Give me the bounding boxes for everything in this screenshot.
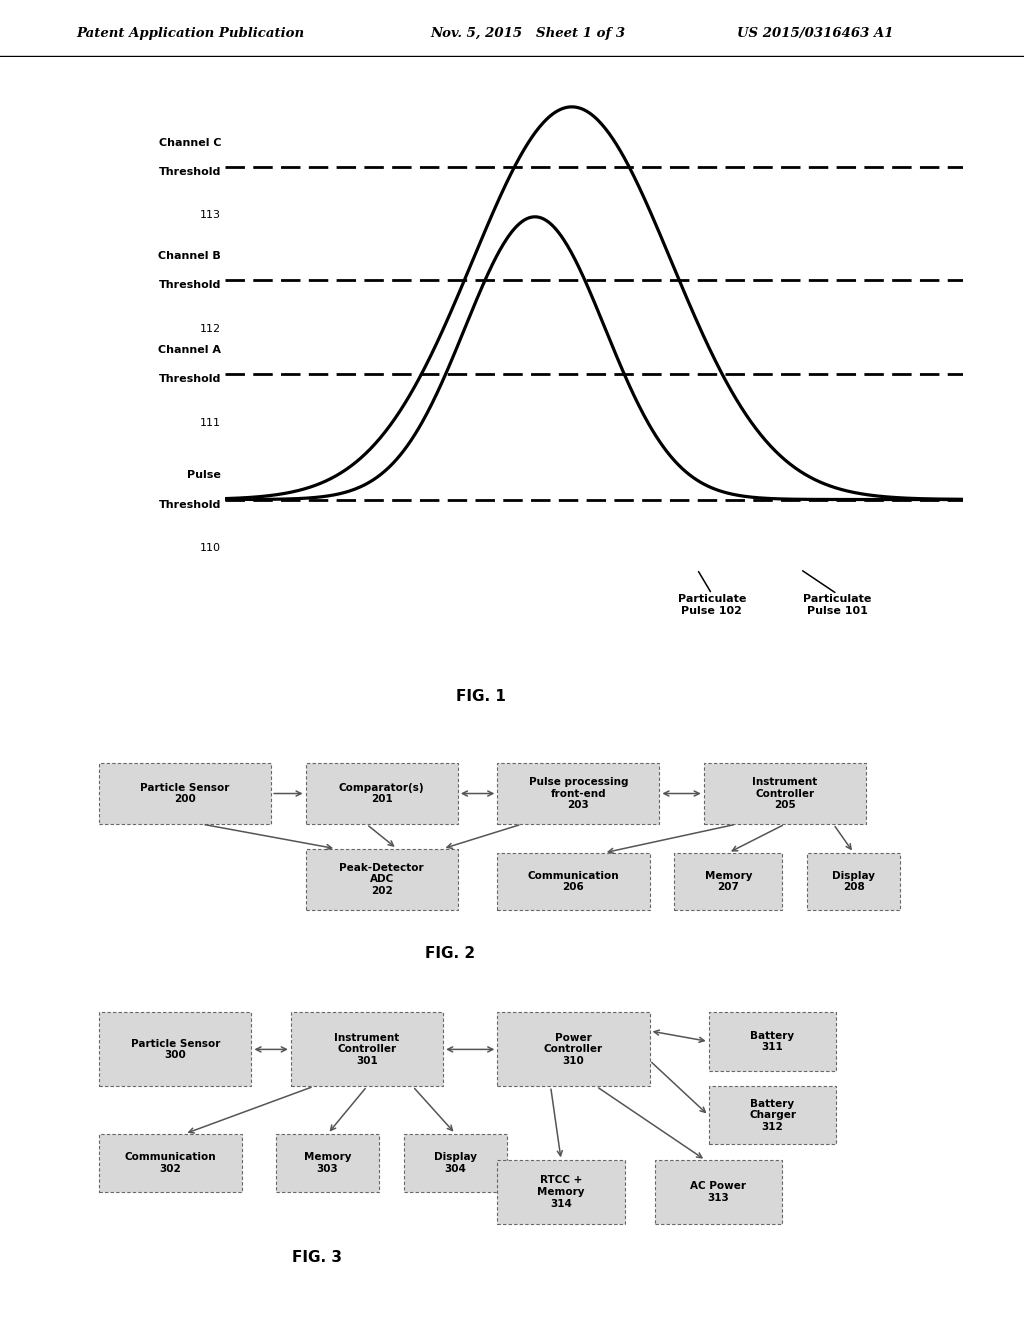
Text: Nov. 5, 2015   Sheet 1 of 3: Nov. 5, 2015 Sheet 1 of 3 — [430, 28, 626, 40]
FancyBboxPatch shape — [498, 763, 659, 824]
Text: US 2015/0316463 A1: US 2015/0316463 A1 — [737, 28, 894, 40]
FancyBboxPatch shape — [703, 763, 866, 824]
FancyBboxPatch shape — [674, 853, 782, 911]
FancyBboxPatch shape — [305, 763, 458, 824]
FancyBboxPatch shape — [498, 853, 649, 911]
Text: Display
208: Display 208 — [833, 871, 876, 892]
Text: 112: 112 — [200, 323, 221, 334]
FancyBboxPatch shape — [807, 853, 900, 911]
FancyBboxPatch shape — [99, 763, 271, 824]
Text: Particle Sensor
200: Particle Sensor 200 — [140, 783, 229, 804]
Text: FIG. 2: FIG. 2 — [426, 946, 475, 961]
Text: Peak-Detector
ADC
202: Peak-Detector ADC 202 — [339, 863, 424, 896]
FancyBboxPatch shape — [709, 1012, 837, 1071]
Text: Memory
207: Memory 207 — [705, 871, 752, 892]
Text: Battery
Charger
312: Battery Charger 312 — [749, 1098, 796, 1133]
Text: Comparator(s)
201: Comparator(s) 201 — [339, 783, 425, 804]
FancyBboxPatch shape — [709, 1086, 837, 1144]
Text: Channel B: Channel B — [159, 251, 221, 261]
Text: FIG. 1: FIG. 1 — [457, 689, 506, 704]
FancyBboxPatch shape — [498, 1012, 649, 1086]
FancyBboxPatch shape — [654, 1160, 782, 1224]
Text: Pulse: Pulse — [187, 470, 221, 480]
FancyBboxPatch shape — [99, 1134, 242, 1192]
FancyBboxPatch shape — [276, 1134, 379, 1192]
Text: Threshold: Threshold — [159, 168, 221, 177]
Text: 110: 110 — [200, 543, 221, 553]
Text: Patent Application Publication: Patent Application Publication — [77, 28, 305, 40]
Text: Instrument
Controller
301: Instrument Controller 301 — [335, 1032, 399, 1067]
FancyBboxPatch shape — [498, 1160, 625, 1224]
Text: Channel C: Channel C — [159, 137, 221, 148]
Text: Particulate
Pulse 102: Particulate Pulse 102 — [678, 594, 746, 615]
Text: Power
Controller
310: Power Controller 310 — [544, 1032, 603, 1067]
Text: FIG. 3: FIG. 3 — [293, 1250, 342, 1265]
Text: Communication
302: Communication 302 — [125, 1152, 216, 1173]
FancyBboxPatch shape — [291, 1012, 443, 1086]
FancyBboxPatch shape — [403, 1134, 507, 1192]
Text: Battery
311: Battery 311 — [751, 1031, 795, 1052]
Text: Channel A: Channel A — [158, 345, 221, 355]
Text: AC Power
313: AC Power 313 — [690, 1181, 746, 1203]
Text: Pulse processing
front-end
203: Pulse processing front-end 203 — [528, 777, 628, 810]
FancyBboxPatch shape — [99, 1012, 252, 1086]
Text: Threshold: Threshold — [159, 375, 221, 384]
Text: RTCC +
Memory
314: RTCC + Memory 314 — [538, 1175, 585, 1209]
Text: Particle Sensor
300: Particle Sensor 300 — [131, 1039, 220, 1060]
Text: Particulate
Pulse 101: Particulate Pulse 101 — [803, 594, 871, 615]
Text: Memory
303: Memory 303 — [304, 1152, 351, 1173]
Text: 113: 113 — [200, 210, 221, 220]
Text: 111: 111 — [200, 417, 221, 428]
FancyBboxPatch shape — [305, 849, 458, 911]
Text: Display
304: Display 304 — [434, 1152, 477, 1173]
Text: Threshold: Threshold — [159, 280, 221, 290]
Text: Instrument
Controller
205: Instrument Controller 205 — [753, 777, 817, 810]
Text: Communication
206: Communication 206 — [527, 871, 620, 892]
Text: Threshold: Threshold — [159, 499, 221, 510]
